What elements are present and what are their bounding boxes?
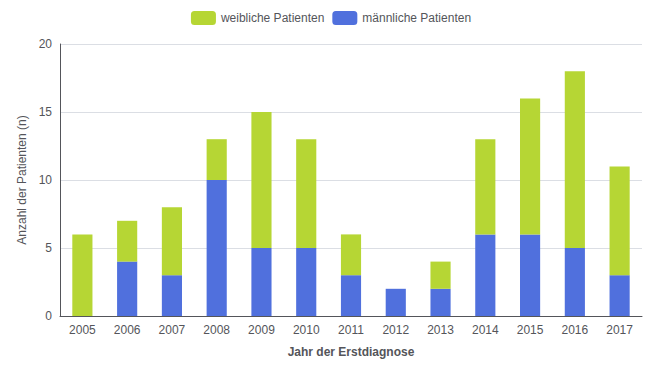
svg-text:20: 20 — [39, 37, 53, 51]
svg-text:2010: 2010 — [293, 323, 320, 337]
svg-text:2017: 2017 — [606, 323, 633, 337]
svg-text:2013: 2013 — [427, 323, 454, 337]
svg-text:2012: 2012 — [382, 323, 409, 337]
svg-text:15: 15 — [39, 105, 53, 119]
svg-text:2005: 2005 — [69, 323, 96, 337]
svg-text:2014: 2014 — [472, 323, 499, 337]
svg-text:weibliche Patienten: weibliche Patienten — [220, 11, 324, 25]
svg-text:0: 0 — [45, 309, 52, 323]
svg-text:10: 10 — [39, 173, 53, 187]
svg-text:5: 5 — [45, 241, 52, 255]
svg-text:Jahr der Erstdiagnose: Jahr der Erstdiagnose — [288, 345, 415, 359]
svg-text:2016: 2016 — [561, 323, 588, 337]
svg-text:Anzahl der Patienten (n): Anzahl der Patienten (n) — [15, 115, 29, 244]
svg-text:2011: 2011 — [338, 323, 364, 337]
svg-text:männliche Patienten: männliche Patienten — [362, 11, 471, 25]
svg-text:2008: 2008 — [203, 323, 230, 337]
svg-text:2007: 2007 — [159, 323, 186, 337]
svg-text:2015: 2015 — [517, 323, 544, 337]
svg-text:2009: 2009 — [248, 323, 275, 337]
svg-text:2006: 2006 — [114, 323, 141, 337]
